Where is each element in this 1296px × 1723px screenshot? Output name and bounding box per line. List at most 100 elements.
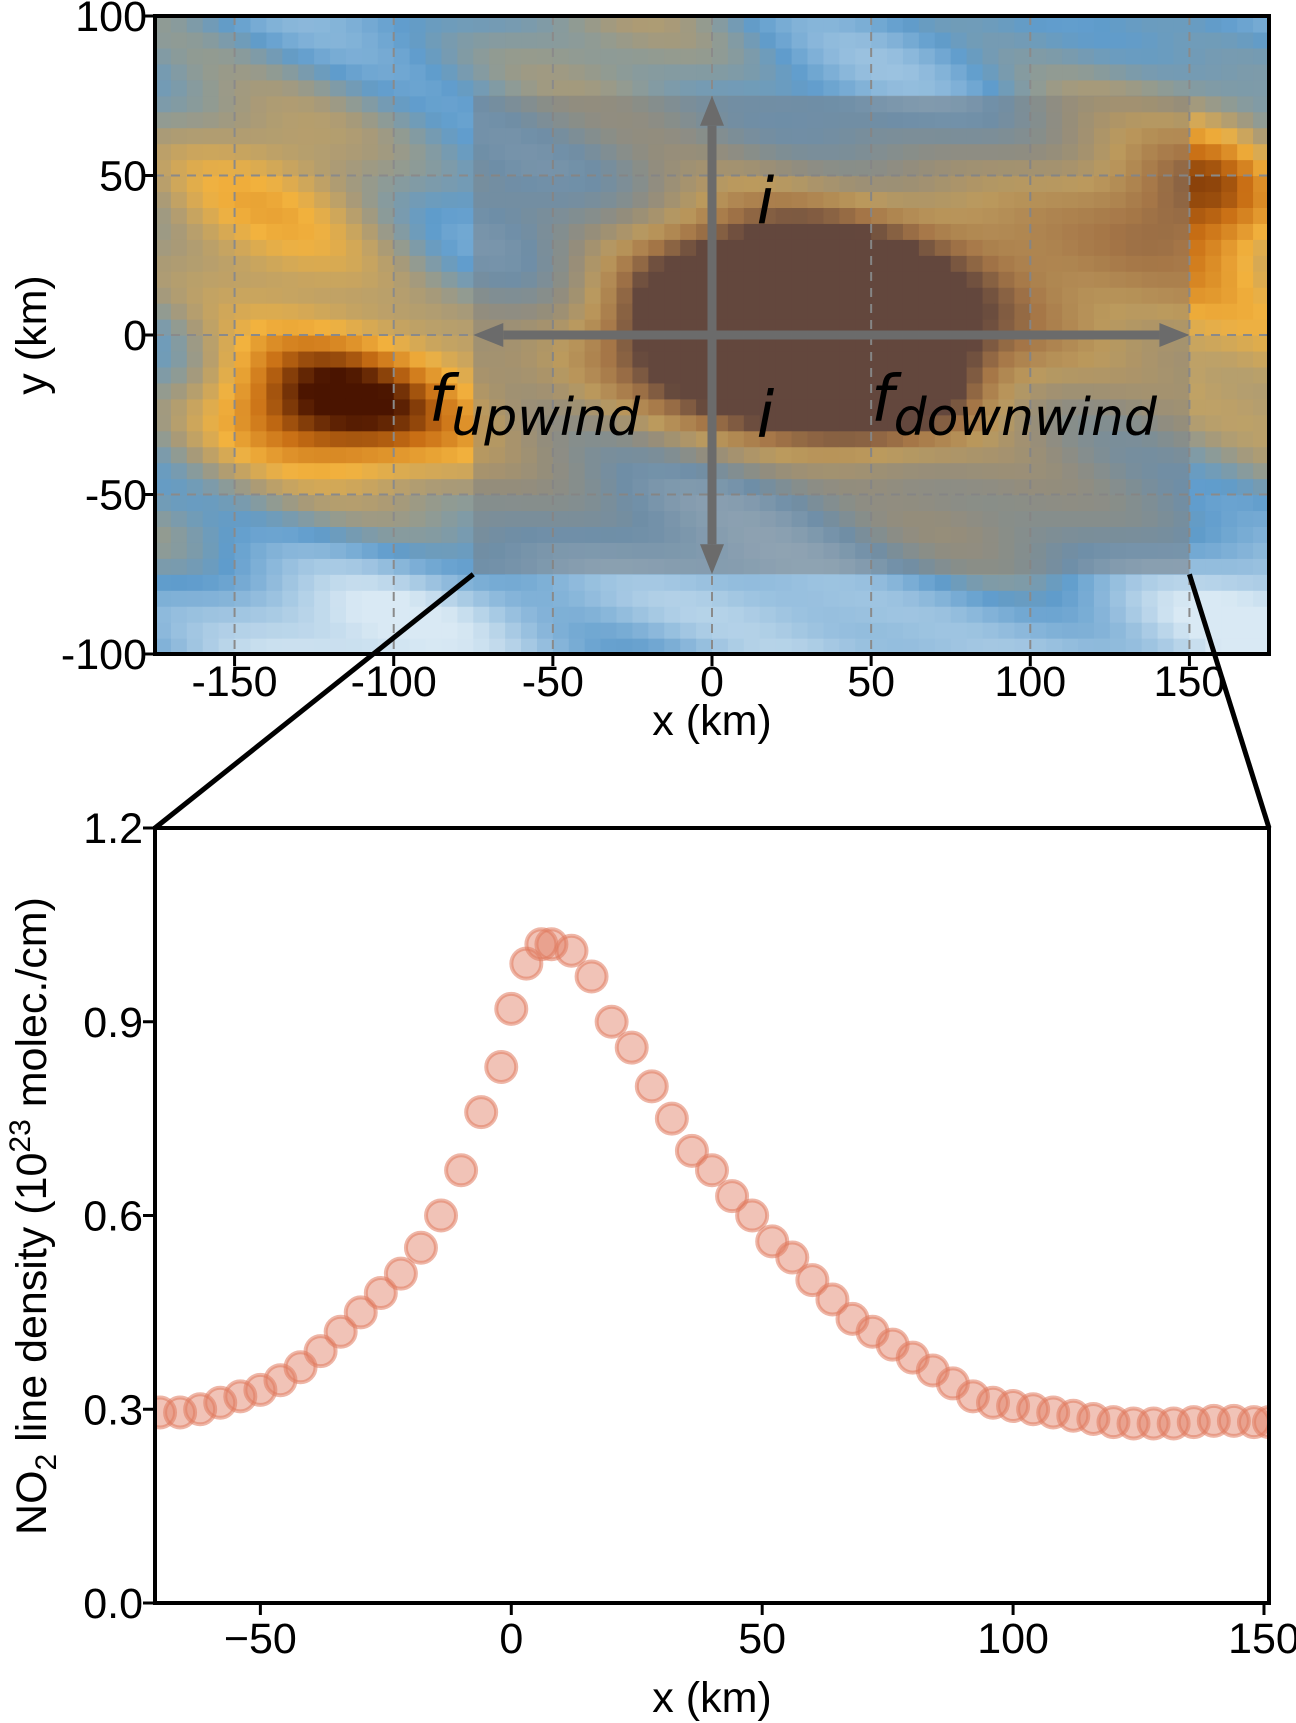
- heatmap-cell: [568, 622, 586, 639]
- heatmap-cell: [918, 191, 936, 208]
- heatmap-cell: [521, 223, 538, 240]
- heatmap-cell: [218, 127, 236, 145]
- heatmap-cell: [775, 622, 793, 639]
- heatmap-cell: [934, 622, 952, 639]
- heatmap-cell: [489, 350, 506, 368]
- heatmap-cell: [425, 63, 443, 81]
- heatmap-cell: [887, 175, 904, 193]
- heatmap-cell: [1030, 558, 1047, 575]
- heatmap-cell: [934, 271, 952, 288]
- heatmap-cell: [680, 430, 697, 448]
- heatmap-cell: [250, 111, 267, 129]
- heatmap-cell: [1253, 574, 1269, 591]
- heatmap-cell: [727, 16, 745, 33]
- heatmap-cell: [982, 414, 1000, 432]
- heatmap-cell: [155, 558, 172, 575]
- heatmap-cell: [696, 16, 713, 33]
- data-point: [383, 1256, 418, 1291]
- heatmap-cell: [393, 414, 411, 432]
- heatmap-cell: [155, 574, 172, 591]
- heatmap-cell: [186, 191, 204, 208]
- heatmap-cell: [441, 319, 458, 336]
- heatmap-cell: [505, 175, 522, 193]
- heatmap-cell: [250, 271, 267, 288]
- arrow-downwind-head: [1159, 323, 1190, 347]
- heatmap-cell: [743, 462, 761, 480]
- heatmap-cell: [791, 430, 809, 448]
- heatmap-cell: [155, 638, 172, 654]
- heatmap-cell: [489, 271, 506, 288]
- heatmap-cell: [600, 111, 618, 129]
- heatmap-cell: [521, 638, 538, 654]
- heatmap-cell: [536, 526, 554, 543]
- heatmap-cell: [1062, 382, 1079, 400]
- heatmap-cell: [282, 111, 299, 129]
- heatmap-cell: [1253, 606, 1269, 623]
- heatmap-cell: [425, 79, 443, 97]
- heatmap-cell: [584, 16, 602, 33]
- heatmap-cell: [330, 558, 347, 575]
- heatmap-cell: [887, 79, 904, 97]
- heatmap-cell: [234, 510, 252, 527]
- heatmap-cell: [1237, 175, 1254, 193]
- heatmap-cell: [902, 31, 920, 49]
- heatmap-cell: [966, 574, 984, 591]
- heatmap-cell: [250, 47, 267, 65]
- heatmap-cell: [1125, 494, 1143, 512]
- heatmap-cell: [616, 31, 634, 49]
- heatmap-cell: [1157, 414, 1175, 432]
- heatmap-cell: [648, 207, 665, 224]
- heatmap-cell: [314, 287, 331, 304]
- heatmap-cell: [345, 350, 363, 368]
- heatmap-cell: [377, 255, 395, 272]
- heatmap-cell: [441, 159, 458, 177]
- heatmap-cell: [1030, 79, 1047, 97]
- heatmap-cell: [457, 526, 474, 543]
- heatmap-cell: [298, 31, 315, 49]
- heatmap-y-axis-label: y (km): [8, 275, 56, 394]
- heatmap-cell: [902, 446, 920, 464]
- heatmap-cell: [218, 350, 236, 368]
- heatmap-cell: [266, 638, 283, 654]
- heatmap-cell: [1157, 287, 1175, 304]
- x-tick-label: −50: [224, 1615, 297, 1663]
- heatmap-cell: [966, 143, 984, 161]
- heatmap-cell: [775, 79, 793, 97]
- heatmap-cell: [266, 239, 283, 256]
- heatmap-cell: [664, 31, 681, 49]
- heatmap-cell: [155, 430, 172, 448]
- annotation-upwind: fupwind: [429, 363, 641, 448]
- heatmap-cell: [855, 558, 872, 575]
- heatmap-cell: [791, 111, 809, 129]
- heatmap-cell: [1221, 239, 1238, 256]
- heatmap-cell: [950, 350, 968, 368]
- heatmap-cell: [775, 398, 793, 416]
- heatmap-cell: [170, 271, 188, 288]
- heatmap-cell: [361, 223, 379, 240]
- heatmap-cell: [759, 191, 777, 208]
- heatmap-cell: [473, 430, 490, 448]
- heatmap-cell: [1125, 462, 1143, 480]
- heatmap-cell: [266, 622, 283, 639]
- heatmap-cell: [934, 382, 952, 400]
- heatmap-cell: [1205, 239, 1222, 256]
- heatmap-cell: [409, 398, 427, 416]
- heatmap-cell: [727, 478, 745, 496]
- heatmap-cell: [982, 590, 1000, 607]
- heatmap-cell: [775, 255, 793, 272]
- heatmap-cell: [1237, 191, 1254, 208]
- heatmap-cell: [1109, 606, 1127, 623]
- heatmap-cell: [807, 143, 824, 161]
- heatmap-cell: [202, 143, 220, 161]
- heatmap-cell: [1030, 16, 1047, 33]
- heatmap-cell: [887, 191, 904, 208]
- heatmap-cell: [1030, 414, 1047, 432]
- heatmap-cell: [664, 79, 681, 97]
- heatmap-cell: [887, 127, 904, 145]
- heatmap-cell: [489, 303, 506, 320]
- heatmap-cell: [1253, 239, 1269, 256]
- heatmap-cell: [743, 542, 761, 559]
- heatmap-cell: [521, 622, 538, 639]
- heatmap-cell: [250, 143, 267, 161]
- heatmap-cell: [170, 16, 188, 33]
